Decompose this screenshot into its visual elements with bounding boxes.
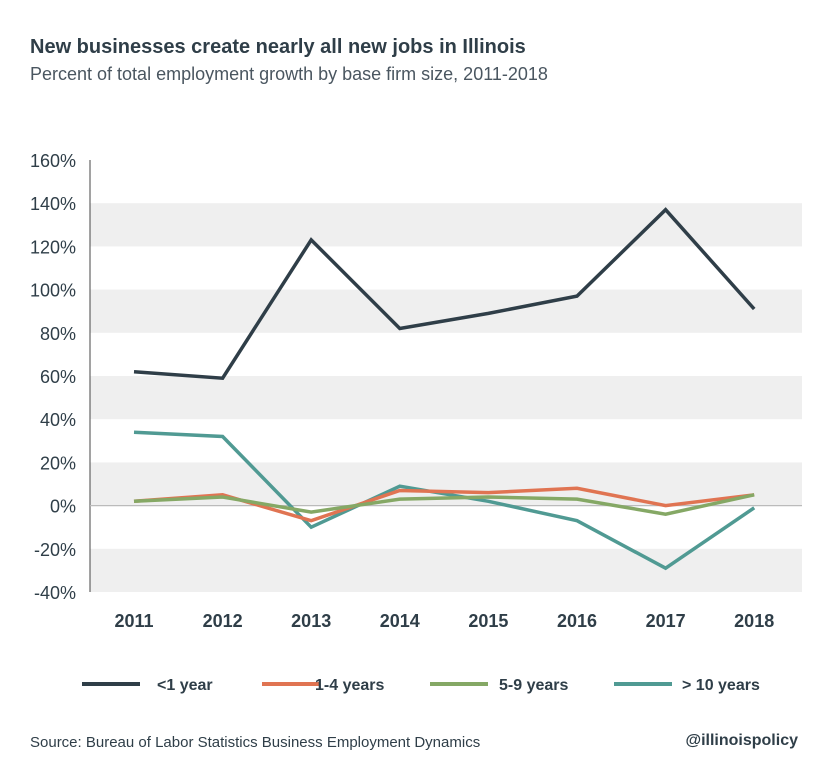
series-lines [133,207,756,571]
legend: <1 year 1-4 years 5-9 years > 10 years [82,677,760,694]
x-tick-label: 2016 [557,611,597,631]
twitter-handle: @illinoispolicy [685,732,798,749]
x-tick-label: 2014 [380,611,420,631]
legend-label: > 10 years [682,677,760,694]
x-tick-labels: 2011 2012 2013 2014 2015 2016 2017 2018 [114,611,774,631]
series-line-0 [133,207,756,381]
x-tick-label: 2015 [468,611,508,631]
x-tick-label: 2018 [734,611,774,631]
y-tick-label: 40% [40,410,76,430]
grid-band [90,376,802,420]
series-line-3 [133,430,756,571]
chart-subtitle: Percent of total employment growth by ba… [30,64,548,84]
legend-label: <1 year [157,677,213,694]
y-tick-label: 80% [40,324,76,344]
y-tick-label: 0% [50,497,76,517]
legend-label: 5-9 years [499,677,568,694]
grid-band [90,203,802,247]
series-line-2 [133,493,755,516]
y-tick-label: 60% [40,367,76,387]
y-tick-label: 140% [30,194,76,214]
grid-band [90,289,802,333]
y-tick-label: 20% [40,453,76,473]
y-tick-label: -20% [34,540,76,560]
y-tick-label: 120% [30,237,76,257]
source-note: Source: Bureau of Labor Statistics Busin… [30,734,481,751]
x-tick-label: 2012 [203,611,243,631]
x-tick-label: 2013 [291,611,331,631]
legend-label: 1-4 years [315,677,384,694]
y-tick-label: -40% [34,583,76,603]
x-tick-label: 2011 [114,611,153,631]
y-tick-label: 100% [30,281,76,301]
x-tick-label: 2017 [646,611,686,631]
chart-title: New businesses create nearly all new job… [30,36,526,58]
grid-band [90,548,802,592]
y-tick-labels: -40% -20% 0% 20% 40% 60% 80% 100% 120% 140% 160% [30,151,76,603]
y-tick-label: 160% [30,151,76,171]
grid-bands [90,203,802,592]
